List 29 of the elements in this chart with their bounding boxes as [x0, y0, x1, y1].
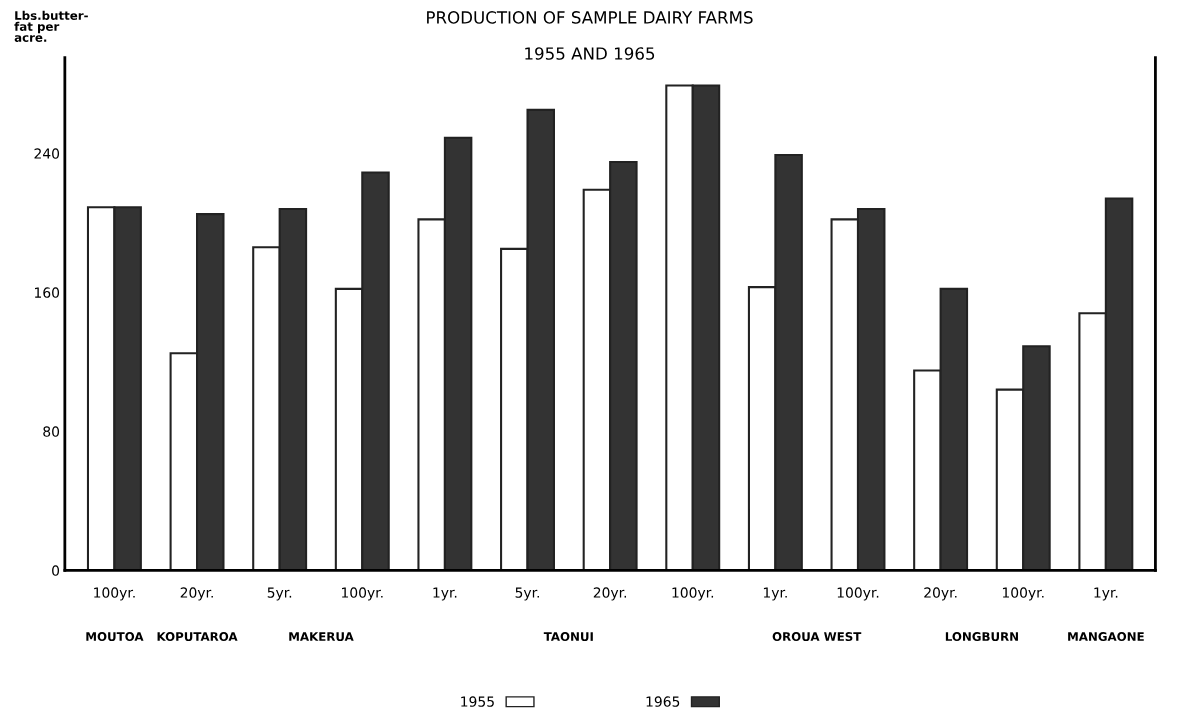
- x-tick-label: 1yr.: [433, 587, 457, 601]
- x-tick-label: 5yr.: [267, 587, 292, 601]
- text: OROUA WEST: [772, 632, 862, 642]
- text: KOPUTAROA: [157, 632, 238, 642]
- y-tick-label: 80: [43, 426, 60, 437]
- x-tick-label: 100yr.: [837, 587, 879, 601]
- x-tick-label: 20yr.: [180, 587, 213, 601]
- x-tick-label: 1yr.: [1094, 587, 1118, 601]
- x-tick-label: 5yr.: [515, 587, 539, 601]
- x-tick-label: 1yr.: [763, 587, 787, 601]
- text: MAKERUA: [289, 632, 354, 642]
- x-tick-label: 100yr.: [1002, 587, 1044, 601]
- chart-subtitle: 1955 AND 1965: [525, 47, 655, 60]
- text: LONGBURN: [945, 632, 1018, 642]
- text: MANGAONE: [1068, 632, 1144, 642]
- x-tick-label: 100yr.: [672, 587, 714, 601]
- text: MOUTOA: [86, 632, 144, 642]
- y-axis-title: Lbs.butter- fat per acre.: [14, 10, 88, 42]
- y-tick-label: 240: [34, 148, 60, 159]
- legend-label: 1965: [646, 696, 680, 707]
- x-tick-label: 20yr.: [924, 587, 957, 601]
- x-tick-label: 20yr.: [593, 587, 627, 601]
- chart-title: PRODUCTION OF SAMPLE DAIRY FARMS: [427, 11, 753, 24]
- x-tick-label: 100yr.: [342, 587, 383, 601]
- y-tick-label: 160: [35, 287, 60, 298]
- y-tick-label: 0: [52, 565, 60, 576]
- x-tick-label: 100yr.: [94, 587, 135, 601]
- text: TAONUI: [543, 632, 593, 642]
- legend-label: 1955: [461, 696, 494, 707]
